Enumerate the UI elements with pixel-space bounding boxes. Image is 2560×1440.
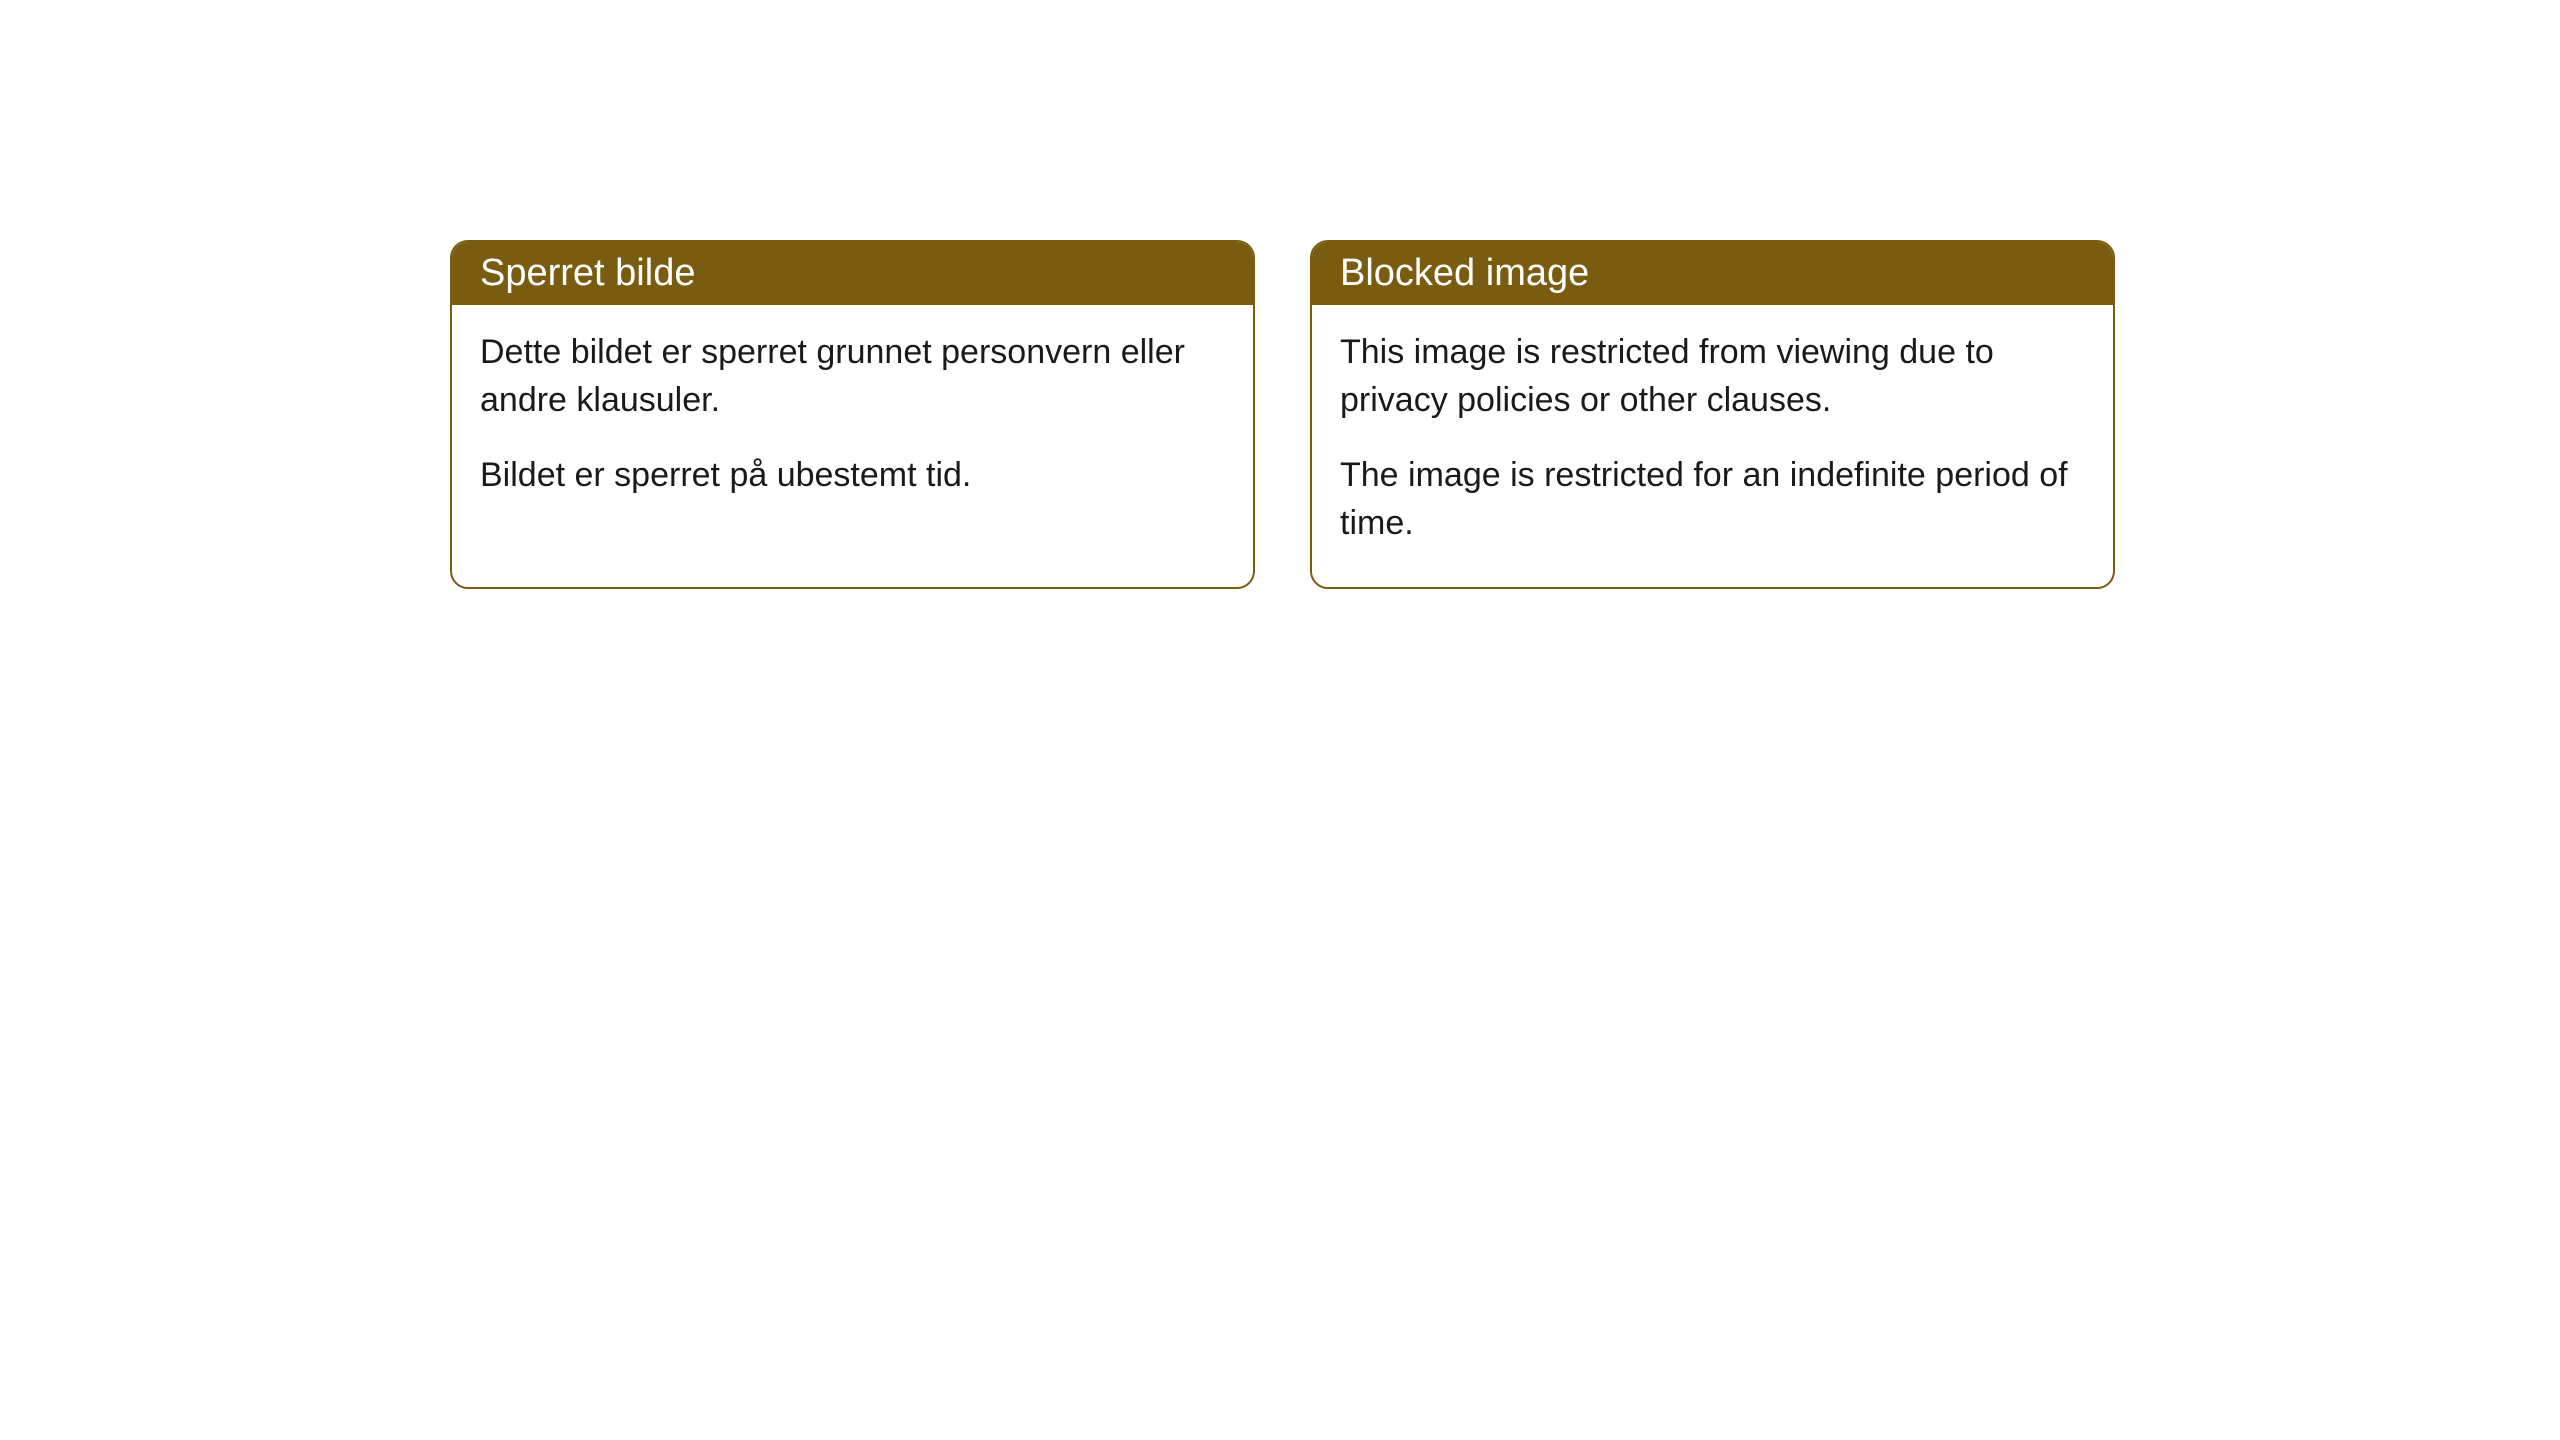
card-header: Blocked image bbox=[1312, 242, 2113, 305]
card-paragraph: The image is restricted for an indefinit… bbox=[1340, 452, 2085, 547]
card-title: Blocked image bbox=[1340, 252, 1589, 294]
card-title: Sperret bilde bbox=[480, 252, 695, 294]
card-paragraph: Dette bildet er sperret grunnet personve… bbox=[480, 329, 1225, 424]
card-body: Dette bildet er sperret grunnet personve… bbox=[452, 305, 1253, 540]
card-paragraph: This image is restricted from viewing du… bbox=[1340, 329, 2085, 424]
card-body: This image is restricted from viewing du… bbox=[1312, 305, 2113, 587]
notice-cards-container: Sperret bilde Dette bildet er sperret gr… bbox=[450, 240, 2115, 589]
card-paragraph: Bildet er sperret på ubestemt tid. bbox=[480, 452, 1225, 500]
blocked-image-card-norwegian: Sperret bilde Dette bildet er sperret gr… bbox=[450, 240, 1255, 589]
blocked-image-card-english: Blocked image This image is restricted f… bbox=[1310, 240, 2115, 589]
card-header: Sperret bilde bbox=[452, 242, 1253, 305]
